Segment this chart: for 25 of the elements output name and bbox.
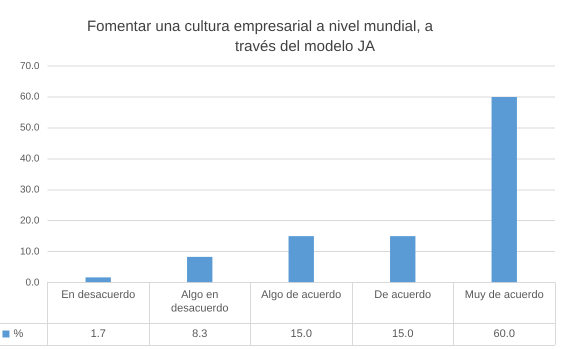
data-label: 60.0 (494, 328, 515, 340)
bar (187, 256, 212, 282)
bar (390, 236, 416, 282)
x-tick-label: Muy de acuerdo (464, 289, 544, 302)
x-tick-label: De acuerdo (374, 289, 432, 302)
y-tick-label: 40.0 (20, 154, 40, 165)
data-label: 15.0 (290, 328, 312, 340)
data-label: 1.7 (90, 328, 106, 340)
y-tick-label: 0.0 (26, 277, 40, 288)
y-tick-label: 10.0 (20, 246, 40, 258)
y-tick-label: 30.0 (20, 184, 40, 196)
legend-label: % (13, 328, 24, 340)
x-tick-label: En desacuerdo (61, 289, 136, 302)
chart-title: Fomentar una cultura empresarial a nivel mundial, a través del modelo JA (86, 18, 434, 56)
data-label: 8.3 (192, 328, 208, 340)
y-tick-label: 50.0 (20, 122, 40, 134)
data-label: 15.0 (392, 328, 414, 340)
y-tick-label: 70.0 (20, 60, 40, 72)
bar (288, 236, 314, 282)
bar (86, 277, 111, 282)
bar (492, 96, 517, 282)
y-tick-label: 20.0 (20, 215, 40, 226)
x-tick-label: Algo en desacuerdo (170, 289, 228, 314)
x-tick-label: Algo de acuerdo (261, 289, 342, 302)
y-tick-label: 60.0 (20, 92, 40, 103)
